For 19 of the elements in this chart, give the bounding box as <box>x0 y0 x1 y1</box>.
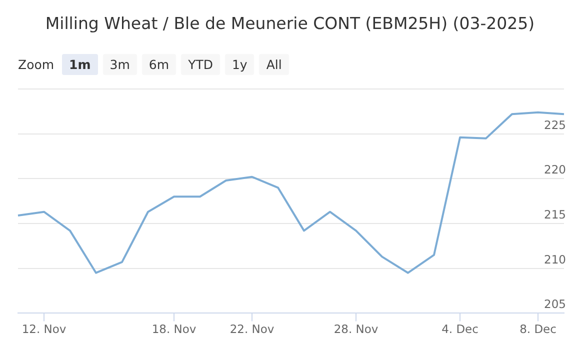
y-tick-label: 205 <box>544 297 566 312</box>
y-tick-label: 225 <box>544 118 566 132</box>
x-tick-label: 4. Dec <box>442 322 478 336</box>
text: Zoom <box>18 57 54 72</box>
chart-title: Milling Wheat / Ble de Meunerie CONT (EBM25H) (03-2025) <box>44 14 536 33</box>
x-tick-label: 22. Nov <box>230 322 274 336</box>
text: 1m <box>62 54 98 75</box>
x-tick-label: 12. Nov <box>22 322 66 336</box>
x-tick-label: 28. Nov <box>334 322 378 336</box>
x-tick-label: 18. Nov <box>152 322 196 336</box>
y-tick-label: 210 <box>544 252 566 266</box>
text: YTD <box>181 54 220 75</box>
text: 1y <box>224 54 254 75</box>
y-tick-label: 215 <box>544 208 566 222</box>
x-tick-label: 8. Dec <box>520 322 556 336</box>
text: 6m <box>142 54 176 75</box>
text: 3m <box>102 54 137 75</box>
text: All <box>259 54 289 75</box>
y-tick-label: 220 <box>544 162 566 177</box>
